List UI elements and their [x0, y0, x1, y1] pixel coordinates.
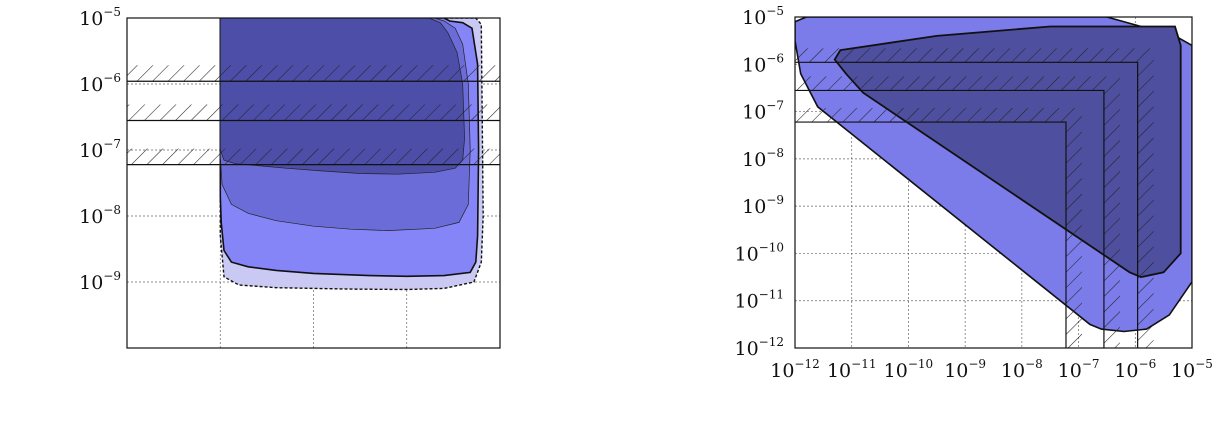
- limit-hatch-v: [1137, 62, 1154, 348]
- y-tick-label: 10−5: [79, 5, 121, 30]
- y-tick-label: 10−7: [742, 99, 784, 124]
- x-tick-label: 10−11: [827, 357, 877, 382]
- panel-b: 10−12 10−11 10−10 10−9 10−8 10−7 10−6 10−5 10−5 1…: [734, 4, 1212, 382]
- y-tick-label: 10−8: [742, 146, 784, 171]
- y-tick-label: 10−11: [734, 288, 784, 313]
- x-tick-label: 10−10: [884, 357, 934, 382]
- x-tick-label: 10−5: [1171, 357, 1213, 382]
- limit-hatch: [127, 104, 500, 121]
- y-tick-label: 10−10: [734, 240, 784, 265]
- limit-hatch-v: [1103, 90, 1120, 348]
- y-tick-label: 10−7: [79, 137, 121, 162]
- x-tick-label: 10−9: [944, 357, 986, 382]
- regions: [795, 17, 1192, 333]
- limit-hatch-h: [795, 76, 1120, 91]
- y-tick-label: 10−9: [79, 269, 121, 294]
- plot-frame: [794, 16, 1193, 349]
- y-tick-label: 10−12: [734, 335, 784, 360]
- y-tick-label: 10−9: [742, 193, 784, 218]
- limit-hatch-h: [795, 48, 1154, 63]
- plot-frame: [126, 17, 501, 349]
- panel-a: 10−5 10−6 10−7 10−8 10−9: [79, 5, 501, 349]
- limit-box: [795, 89, 1105, 348]
- limit-box: [795, 121, 1067, 348]
- limit-box: [795, 61, 1139, 348]
- y-tick-label: 10−6: [742, 51, 784, 76]
- limit-hatch-v: [1065, 122, 1082, 348]
- x-tick-label: 10−12: [770, 357, 820, 382]
- x-tick-label: 10−8: [1001, 357, 1043, 382]
- x-tick-label: 10−6: [1114, 357, 1156, 382]
- limit-hatch: [127, 148, 500, 165]
- regions: [219, 18, 484, 291]
- limit-hatch: [127, 65, 500, 82]
- limit-hatch-h: [795, 108, 1082, 123]
- y-tick-label: 10−8: [79, 203, 121, 228]
- y-tick-label: 10−5: [742, 4, 784, 29]
- x-tick-label: 10−7: [1058, 357, 1100, 382]
- y-tick-label: 10−6: [79, 71, 121, 96]
